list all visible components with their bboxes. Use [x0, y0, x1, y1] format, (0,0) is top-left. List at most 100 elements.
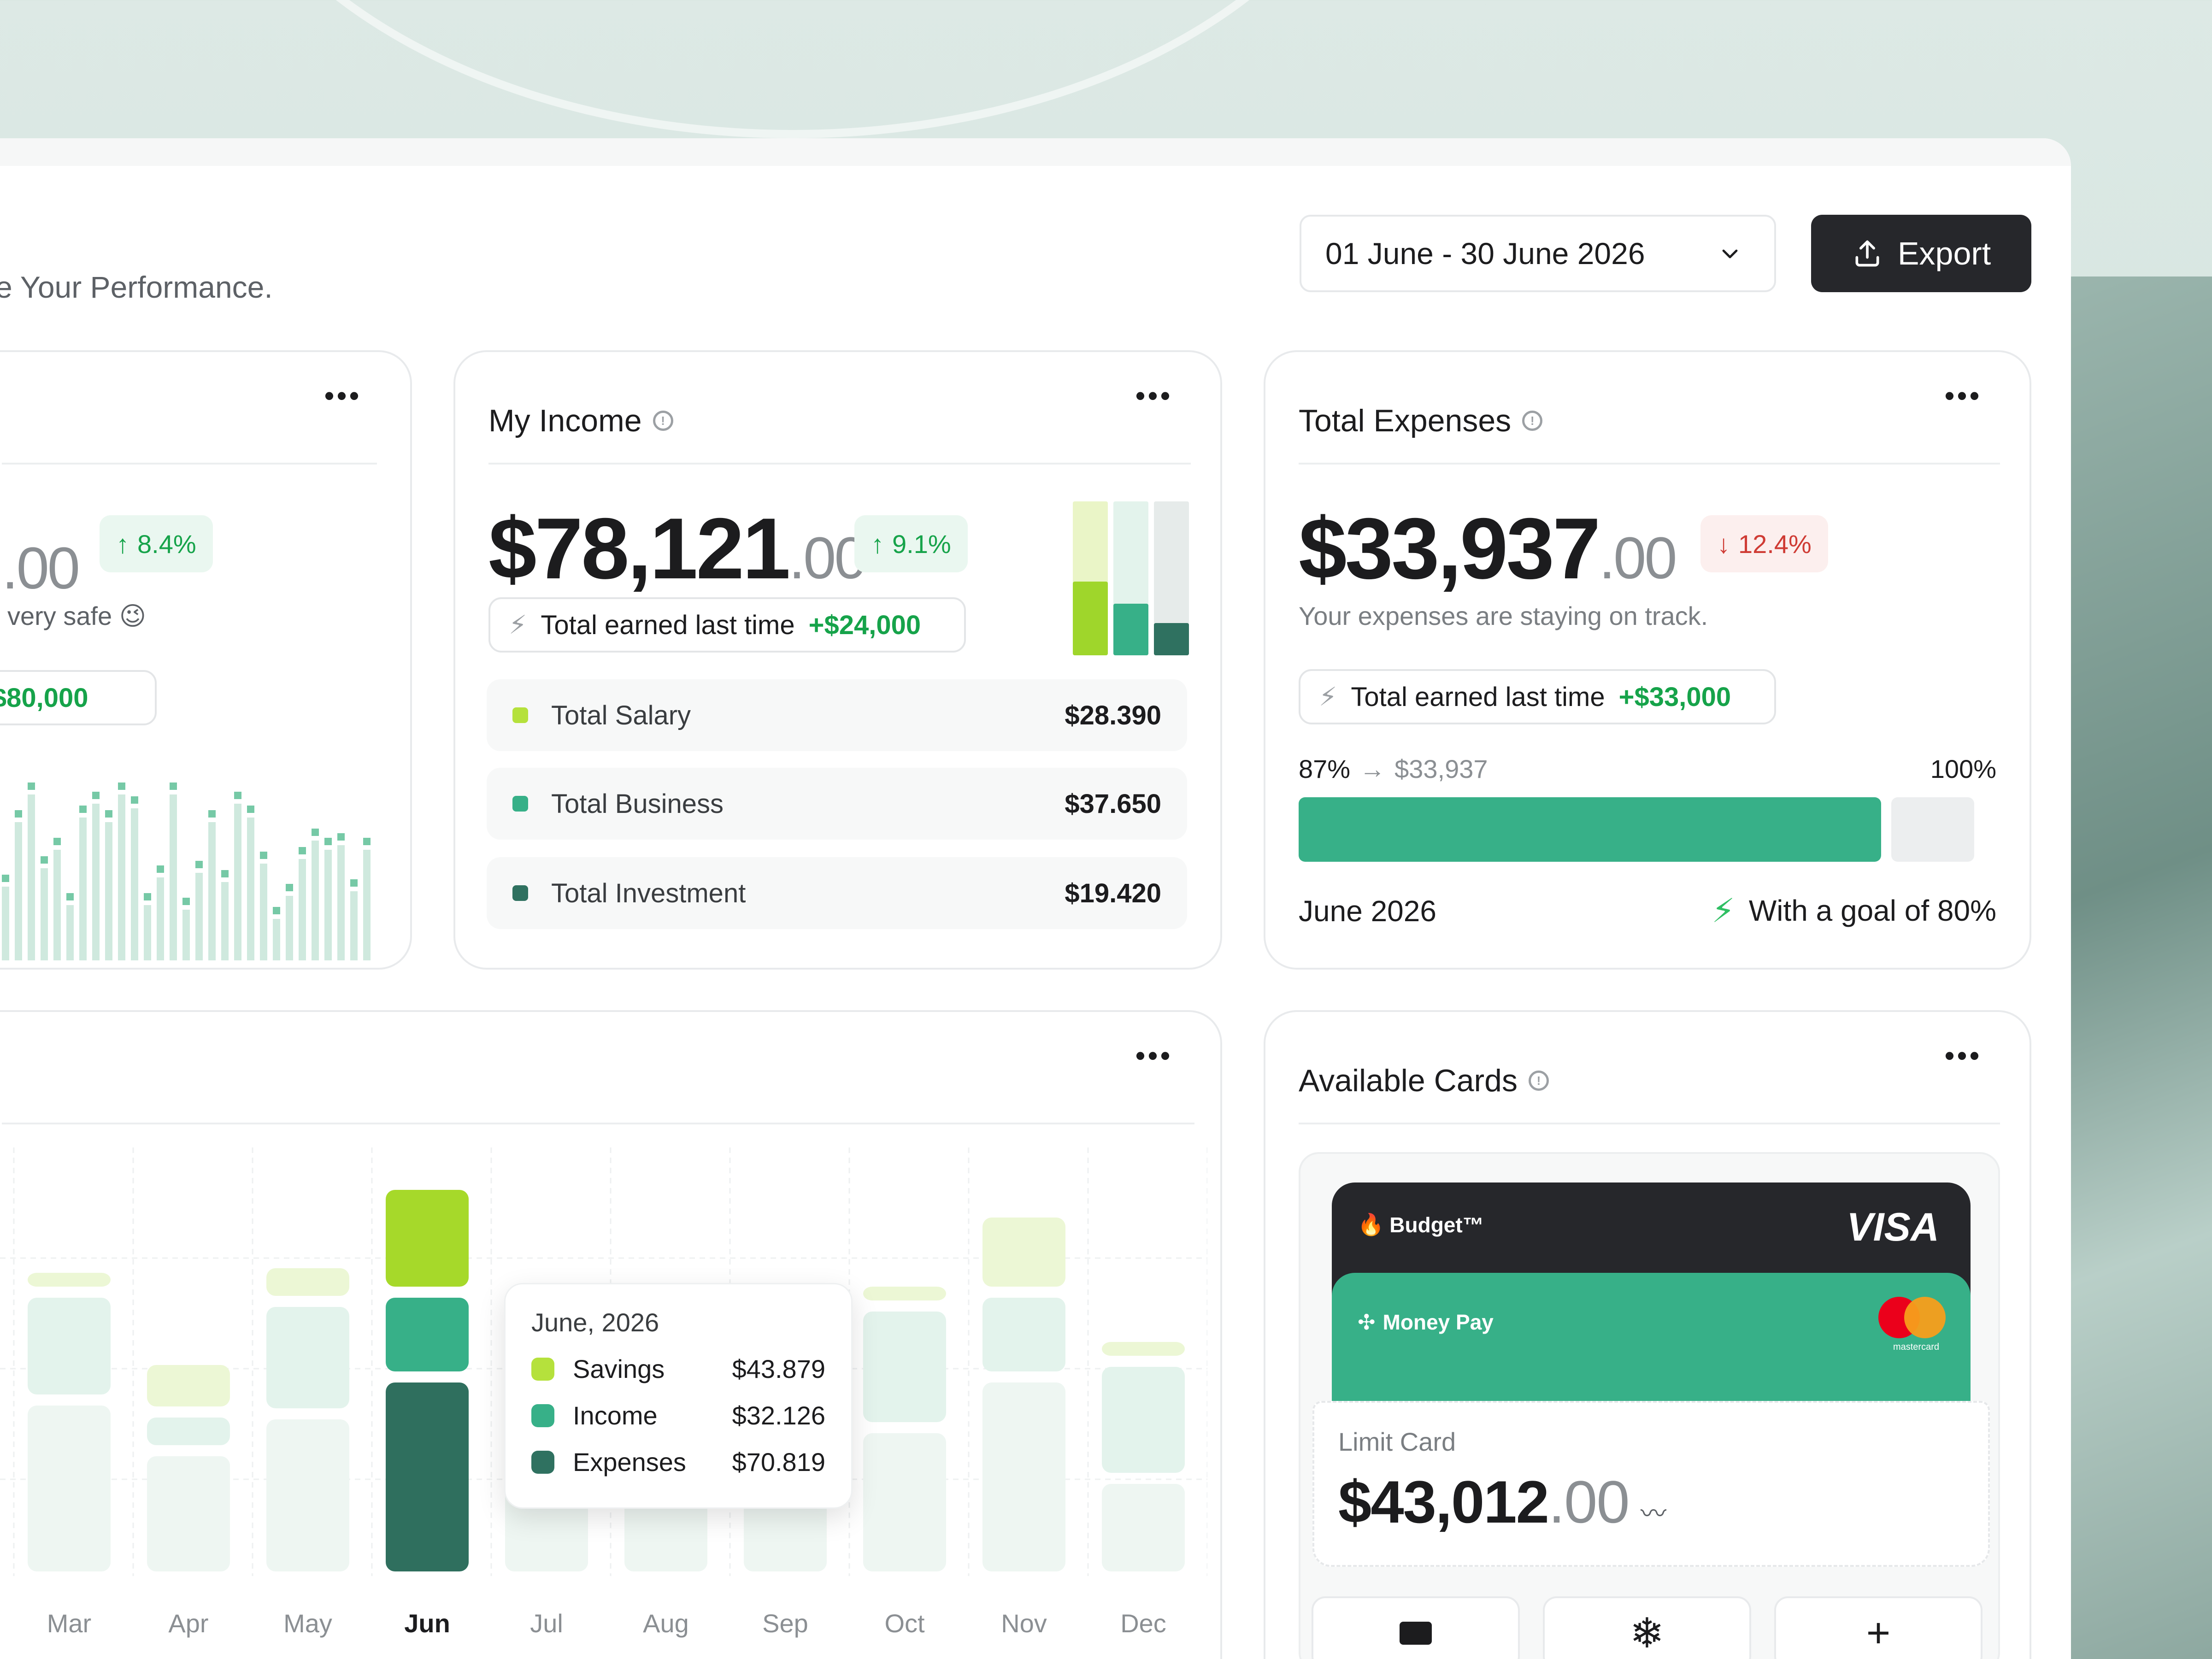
balance-bar — [105, 822, 112, 960]
balance-bar — [66, 905, 74, 960]
balance-bar-cap — [79, 806, 87, 813]
balance-bar — [118, 794, 125, 960]
chart-bar-expenses-mar[interactable] — [28, 1406, 111, 1571]
balance-bar-cap — [15, 810, 22, 818]
more-options-icon[interactable]: ••• — [324, 380, 362, 411]
add-card-button[interactable]: + — [1774, 1596, 1983, 1659]
chart-bar-expenses-may[interactable] — [266, 1419, 349, 1571]
arrow-up-icon: ↑ — [116, 529, 129, 559]
more-options-icon[interactable]: ••• — [1945, 1040, 1983, 1071]
legend-swatch — [531, 1357, 554, 1381]
balance-bar — [299, 859, 306, 960]
more-options-icon[interactable]: ••• — [1135, 1040, 1173, 1071]
balance-bar-cap — [157, 865, 164, 873]
axis-label-dec: Dec — [1120, 1609, 1166, 1638]
date-range-select[interactable]: 01 June - 30 June 2026 — [1300, 215, 1776, 292]
chart-bar-income-mar[interactable] — [28, 1298, 111, 1394]
hide-balance-icon[interactable]: 〰 — [1641, 1499, 1666, 1528]
more-options-icon[interactable]: ••• — [1135, 380, 1173, 411]
tooltip-title: June, 2026 — [531, 1308, 659, 1337]
card-divider — [488, 463, 1191, 465]
balance-bar-cap — [118, 782, 125, 790]
balance-bar — [312, 841, 319, 960]
chart-bar-income-jun[interactable] — [386, 1298, 469, 1371]
export-button[interactable]: Export — [1811, 215, 2031, 292]
axis-label-apr: Apr — [168, 1609, 209, 1638]
balance-bar-cap — [28, 782, 35, 790]
income-row-salary[interactable]: Total Salary $28.390 — [487, 679, 1187, 751]
chart-bar-savings-may[interactable] — [266, 1268, 349, 1296]
expenses-progress-track — [1299, 797, 1974, 862]
chart-bar-expenses-oct[interactable] — [863, 1433, 946, 1571]
balance-bar — [247, 818, 254, 960]
chart-bar-savings-oct[interactable] — [863, 1287, 946, 1300]
balance-bar-cap — [350, 879, 358, 887]
info-icon[interactable]: ! — [653, 411, 673, 431]
chart-bar-income-apr[interactable] — [147, 1418, 230, 1445]
chevron-down-icon — [1722, 249, 1738, 259]
expenses-earned-pill: ⚡ Total earned last time +$33,000 — [1299, 669, 1776, 724]
tooltip-row-savings: Savings $43.879 — [531, 1354, 825, 1384]
axis-label-mar: Mar — [47, 1609, 92, 1638]
income-amount: $78,121.00 — [488, 500, 867, 597]
income-row-investment[interactable]: Total Investment $19.420 — [487, 857, 1187, 929]
chart-bar-savings-apr[interactable] — [147, 1365, 230, 1406]
balance-bar-cap — [170, 782, 177, 790]
card-view-button[interactable] — [1312, 1596, 1520, 1659]
date-range-value: 01 June - 30 June 2026 — [1325, 236, 1645, 271]
chart-bar-income-dec[interactable] — [1102, 1367, 1185, 1473]
expenses-goal: ⚡ With a goal of 80% — [1712, 891, 1996, 930]
legend-swatch — [512, 796, 528, 812]
balance-bar-cap — [286, 884, 293, 891]
balance-bar — [2, 887, 9, 960]
expenses-change-badge: ↓ 12.4% — [1700, 515, 1828, 572]
available-cards-title: Available Cards ! — [1299, 1063, 1549, 1099]
lightning-icon: ⚡ — [1712, 893, 1735, 930]
more-options-icon[interactable]: ••• — [1945, 380, 1983, 411]
balance-bar — [131, 808, 138, 960]
info-icon[interactable]: ! — [1529, 1071, 1549, 1091]
income-row-business[interactable]: Total Business $37.650 — [487, 768, 1187, 840]
chart-bar-expenses-dec[interactable] — [1102, 1484, 1185, 1571]
chart-bar-savings-jun[interactable] — [386, 1190, 469, 1287]
card-divider — [2, 1123, 1194, 1124]
balance-bar — [28, 794, 35, 960]
snowflake-icon: ❄ — [1630, 1610, 1665, 1657]
balance-bar-cap — [247, 806, 254, 813]
balance-bar — [182, 910, 190, 960]
balance-bar-cap — [41, 856, 48, 864]
chart-bar-savings-nov[interactable] — [982, 1218, 1065, 1287]
chart-bar-savings-mar[interactable] — [28, 1273, 111, 1287]
background-ring-decoration — [194, 0, 1392, 138]
info-icon[interactable]: ! — [1522, 411, 1543, 431]
balance-bar-cap — [234, 792, 241, 799]
chart-bar-income-nov[interactable] — [982, 1298, 1065, 1371]
money-pay-card-name: ✣ Money Pay — [1358, 1310, 1494, 1334]
freeze-card-button[interactable]: ❄ — [1543, 1596, 1751, 1659]
balance-bar — [324, 850, 332, 960]
panel-top-strip — [0, 138, 2071, 166]
income-earned-pill: ⚡ Total earned last time +$24,000 — [488, 597, 966, 653]
chart-bar-expenses-nov[interactable] — [982, 1382, 1065, 1571]
balance-bar — [350, 891, 358, 960]
balance-bar-cap — [144, 893, 151, 900]
chart-bar-savings-dec[interactable] — [1102, 1342, 1185, 1356]
balance-bar-cap — [195, 861, 203, 868]
arrow-up-icon: ↑ — [871, 529, 884, 559]
pay-logo-icon: ✣ — [1358, 1310, 1376, 1334]
visa-logo: VISA — [1847, 1205, 1939, 1249]
income-stack-bar-investment-fill — [1154, 623, 1189, 655]
balance-bar — [221, 882, 229, 960]
chart-bar-income-may[interactable] — [266, 1307, 349, 1408]
chart-bar-income-oct[interactable] — [863, 1312, 946, 1422]
balance-bar-cap — [273, 907, 280, 914]
income-title: My Income ! — [488, 403, 673, 439]
chart-bar-expenses-apr[interactable] — [147, 1456, 230, 1571]
expenses-progress-fill — [1299, 797, 1881, 862]
spark-icon: ⚡ — [1319, 682, 1337, 711]
balance-earned-pill: +$80,000 — [0, 670, 157, 725]
chart-bar-expenses-jun[interactable] — [386, 1382, 469, 1571]
legend-swatch — [531, 1404, 554, 1427]
balance-bar-cap — [105, 810, 112, 818]
balance-bar-cap — [260, 852, 267, 859]
